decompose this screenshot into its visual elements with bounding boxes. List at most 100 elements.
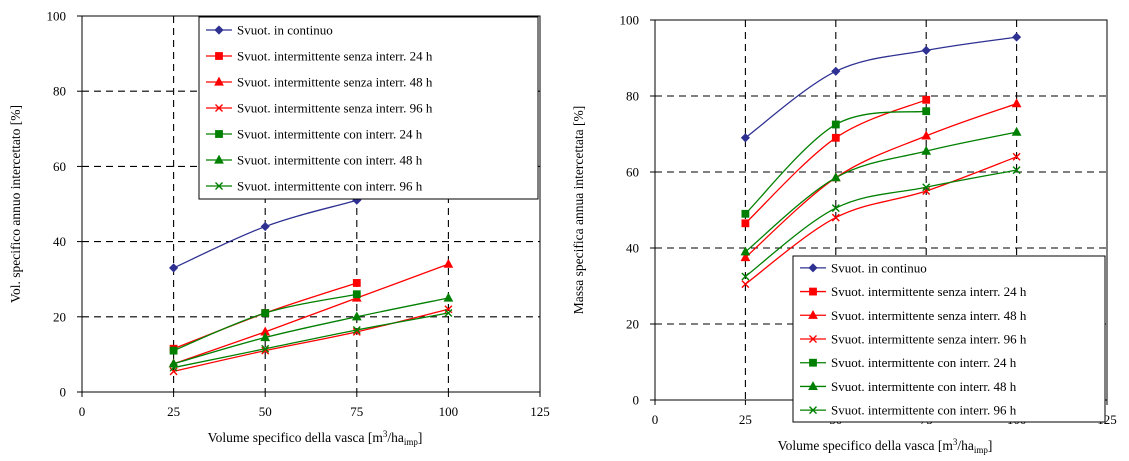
- x-axis-label-end: ]: [418, 430, 423, 445]
- data-point: [260, 332, 271, 342]
- x-axis-label: Volume specifico della vasca [m3/haimp]: [778, 437, 993, 455]
- x-axis-label-main: Volume specifico della vasca [m: [208, 430, 384, 445]
- x-axis-label: Volume specifico della vasca [m3/haimp]: [208, 429, 423, 447]
- y-tick-label: 100: [620, 13, 640, 28]
- series-5: [169, 290, 361, 355]
- axis-ticks: 0 25 50 75 100 125 0 20 40 60 80 100: [47, 9, 550, 420]
- x-axis-label-mid: /ha: [957, 438, 974, 453]
- data-point: [740, 133, 750, 143]
- legend-item: Svuot. intermittente senza interr. 48 h: [206, 75, 433, 90]
- legend-marker: [808, 381, 818, 391]
- y-tick-label: 40: [626, 241, 639, 256]
- data-point: [352, 279, 361, 287]
- legend-marker: [215, 182, 223, 190]
- series-line: [745, 156, 1017, 285]
- legend-item: Svuot. intermittente senza interr. 48 h: [800, 308, 1027, 323]
- data-point: [741, 272, 750, 281]
- data-point: [740, 252, 751, 262]
- series-line: [744, 131, 1017, 253]
- series-3: [168, 258, 454, 368]
- series-4: [741, 152, 1021, 289]
- legend-marker: [214, 154, 224, 164]
- legend-label: Svuot. intermittente senza interr. 96 h: [831, 332, 1027, 347]
- series-5: [741, 107, 931, 218]
- legend-label: Svuot. intermittente con interr. 96 h: [831, 403, 1017, 418]
- y-axis-label: Vol. specifico annuo intercettato [%]: [8, 105, 23, 303]
- legend-label: Svuot. intermittente senza interr. 48 h: [831, 308, 1027, 323]
- y-tick-label: 60: [53, 159, 66, 174]
- data-point: [830, 172, 841, 182]
- series-line: [744, 102, 1017, 258]
- x-axis-label-end: ]: [988, 438, 993, 453]
- y-tick-label: 80: [53, 84, 66, 99]
- legend-label: Svuot. intermittente con interr. 48 h: [831, 379, 1017, 394]
- legend-marker: [809, 335, 817, 343]
- legend-item: Svuot. intermittente con interr. 96 h: [206, 179, 423, 194]
- x-tick-label: 25: [739, 412, 752, 427]
- data-point: [261, 344, 270, 353]
- y-tick-label: 20: [626, 317, 639, 332]
- data-point: [831, 133, 840, 142]
- data-point: [740, 246, 751, 256]
- data-point: [831, 204, 840, 213]
- legend-label: Svuot. in continuo: [237, 23, 333, 38]
- y-tick-label: 0: [60, 385, 67, 400]
- legend-item: Svuot. intermittente con interr. 24 h: [206, 127, 423, 142]
- data-point: [922, 107, 931, 116]
- data-point: [351, 311, 362, 321]
- y-tick-label: 100: [47, 9, 67, 24]
- data-point: [352, 325, 361, 334]
- data-point: [831, 66, 841, 76]
- legend-label: Svuot. intermittente con interr. 24 h: [237, 127, 423, 142]
- series-line: [745, 169, 1017, 278]
- legend-marker: [214, 76, 224, 86]
- data-point: [169, 263, 179, 273]
- legend-item: Svuot. intermittente senza interr. 96 h: [206, 101, 433, 116]
- series-3: [740, 98, 1022, 262]
- y-axis-label: Massa specifica annua intercettata [%]: [571, 106, 586, 314]
- legend-label: Svuot. intermittente senza interr. 48 h: [237, 75, 433, 90]
- data-point: [1012, 32, 1022, 42]
- series-7: [169, 309, 453, 372]
- series-line: [173, 263, 449, 365]
- data-point: [922, 95, 931, 104]
- plot-area: [81, 15, 541, 393]
- data-point: [169, 346, 178, 355]
- legend-box: [198, 16, 539, 200]
- data-point: [741, 280, 750, 289]
- data-point: [261, 309, 270, 317]
- legend-marker: [808, 309, 818, 319]
- legend-item: Svuot. intermittente senza interr. 96 h: [800, 332, 1027, 347]
- legend-marker: [808, 263, 818, 273]
- series-line: [173, 312, 449, 369]
- legend-label: Svuot. in continuo: [831, 260, 927, 275]
- x-tick-label: 100: [439, 404, 459, 419]
- series-2: [741, 95, 931, 228]
- legend-label: Svuot. intermittente con interr. 48 h: [237, 153, 423, 168]
- data-point: [921, 45, 931, 55]
- x-tick-label: 0: [652, 412, 659, 427]
- series-group: [740, 32, 1022, 289]
- y-tick-label: 60: [626, 165, 639, 180]
- series-7: [741, 166, 1021, 281]
- data-point: [169, 363, 178, 372]
- data-point: [741, 219, 750, 228]
- legend-label: Svuot. intermittente senza interr. 96 h: [237, 101, 433, 116]
- series-group: [168, 171, 454, 376]
- data-point: [1012, 166, 1021, 175]
- legend-marker: [809, 358, 817, 367]
- x-tick-label: 75: [350, 404, 363, 419]
- chart-vol-specifico: 0 25 50 75 100 125 0 20 40 60 80 100 Volume specific…: [8, 9, 550, 448]
- x-axis-label-sup: 3: [383, 429, 388, 439]
- x-tick-label: 0: [79, 404, 86, 419]
- data-point: [831, 120, 840, 129]
- x-axis-label-main: Volume specifico della vasca [m: [778, 438, 954, 453]
- data-point: [443, 258, 454, 268]
- legend-marker: [809, 406, 817, 415]
- legend-item: Svuot. intermittente senza interr. 24 h: [800, 284, 1027, 299]
- legend-marker: [215, 130, 223, 138]
- y-tick-label: 80: [626, 89, 639, 104]
- x-axis-label-sup: 3: [953, 437, 958, 447]
- legend-box: [792, 255, 1106, 423]
- x-axis-label-mid: /ha: [387, 430, 404, 445]
